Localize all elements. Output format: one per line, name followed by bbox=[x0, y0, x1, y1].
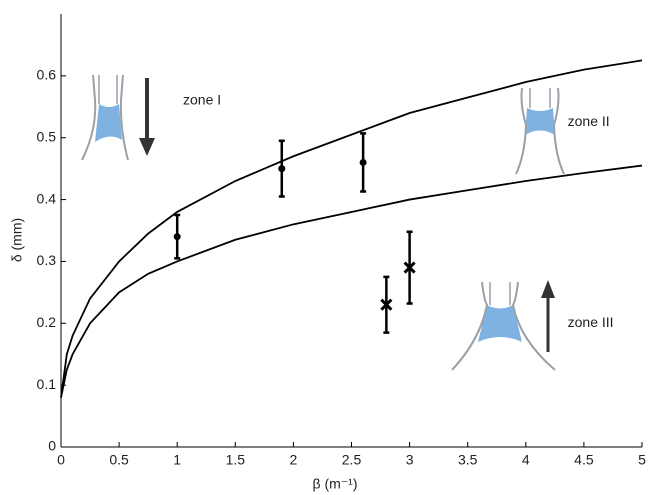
x-tick-label: 2.5 bbox=[342, 452, 362, 468]
zone-3-arrow bbox=[541, 280, 555, 352]
x-tick-label: 4 bbox=[522, 452, 530, 468]
annotation: zone II bbox=[568, 113, 610, 129]
zone-1-icon bbox=[81, 74, 129, 161]
x-tick-label: 5 bbox=[638, 452, 646, 468]
curve bbox=[60, 164, 643, 398]
zone-1-arrow bbox=[139, 78, 155, 156]
data-point bbox=[278, 165, 286, 173]
data-point bbox=[173, 233, 181, 241]
x-tick-label: 1 bbox=[173, 452, 181, 468]
y-tick-label: 0.6 bbox=[37, 67, 57, 83]
y-tick-label: 0.1 bbox=[37, 376, 57, 392]
zone-2-icon bbox=[515, 87, 565, 175]
data-point bbox=[380, 298, 393, 311]
y-tick-label: 0 bbox=[48, 438, 56, 454]
annotation: zone I bbox=[183, 91, 221, 107]
y-tick-label: 0.3 bbox=[37, 252, 57, 268]
curve bbox=[60, 59, 643, 398]
x-tick-label: 1.5 bbox=[226, 452, 246, 468]
data-point bbox=[359, 158, 367, 166]
y-tick-label: 0.5 bbox=[37, 128, 57, 144]
x-tick-label: 0.5 bbox=[109, 452, 129, 468]
data-point bbox=[403, 261, 416, 274]
x-axis-label: β (m⁻¹) bbox=[313, 476, 358, 492]
zone-3-icon bbox=[451, 281, 556, 371]
x-tick-label: 2 bbox=[290, 452, 298, 468]
y-tick-label: 0.2 bbox=[37, 314, 57, 330]
y-tick-label: 0.4 bbox=[37, 190, 57, 206]
x-tick-label: 4.5 bbox=[574, 452, 594, 468]
y-axis-label: δ (mm) bbox=[9, 218, 25, 262]
annotation: zone III bbox=[568, 314, 614, 330]
x-tick-label: 0 bbox=[57, 452, 65, 468]
x-tick-label: 3.5 bbox=[458, 452, 478, 468]
x-tick-label: 3 bbox=[406, 452, 414, 468]
